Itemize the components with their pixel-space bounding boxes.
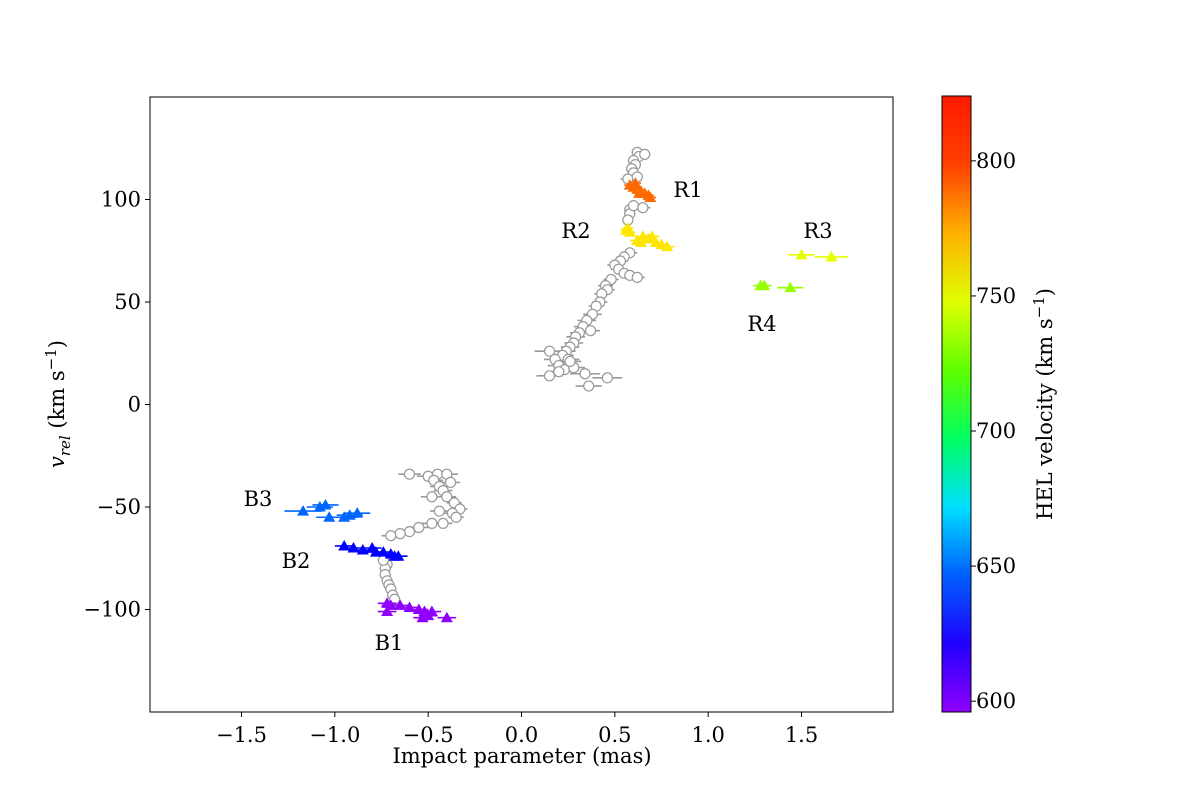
point <box>629 177 642 188</box>
point <box>579 368 591 380</box>
x-tick-label: 1.0 <box>691 723 724 747</box>
y-tick-label: 100 <box>101 188 141 212</box>
plot-frame <box>149 96 894 713</box>
colorbar-tick-label: 700 <box>976 419 1016 443</box>
point <box>323 511 336 522</box>
y-tick-label: 0 <box>128 393 141 417</box>
point <box>634 236 647 248</box>
label-part: ) <box>1033 288 1057 296</box>
point <box>631 271 643 283</box>
point <box>394 528 406 540</box>
series <box>623 177 657 202</box>
group-label: R2 <box>561 219 590 243</box>
point <box>758 279 771 291</box>
colorbar-tick-label: 750 <box>976 284 1016 308</box>
y-tick-label: −100 <box>83 598 141 622</box>
x-tick-label: 1.5 <box>785 723 818 747</box>
point <box>601 372 613 384</box>
point <box>825 250 838 262</box>
point <box>553 366 565 378</box>
colorbar <box>941 95 972 713</box>
point <box>385 530 397 542</box>
point <box>795 248 808 260</box>
x-axis-label: Impact parameter (mas) <box>392 744 651 768</box>
point <box>319 498 332 510</box>
colorbar-tick-label: 600 <box>976 689 1016 713</box>
point <box>377 546 390 557</box>
point <box>543 370 556 382</box>
x-tick-label: 0.0 <box>505 723 538 747</box>
series <box>620 222 675 252</box>
point <box>297 505 310 516</box>
point <box>543 345 556 357</box>
group-label: R1 <box>673 178 702 202</box>
point <box>623 226 636 237</box>
point <box>426 517 438 530</box>
point <box>437 517 449 530</box>
label-part: rel <box>56 435 74 456</box>
point <box>403 525 416 538</box>
y-axis-label: vrel (km s−1) <box>42 340 74 468</box>
point <box>450 511 462 523</box>
point <box>425 605 438 617</box>
point <box>637 202 649 214</box>
label-part: −1 <box>1030 296 1048 318</box>
colorbar-tick-label: 800 <box>976 149 1016 173</box>
point <box>351 507 364 518</box>
series <box>752 279 804 293</box>
series <box>284 498 371 522</box>
y-tick-label: −50 <box>97 495 141 519</box>
point <box>661 240 674 252</box>
label-part: HEL velocity (km s <box>1033 318 1057 520</box>
point <box>403 601 416 612</box>
label-part: ) <box>45 340 69 348</box>
y-tick-label: 50 <box>114 290 141 314</box>
point <box>394 599 407 610</box>
point <box>392 550 405 561</box>
x-tick-label: −1.0 <box>309 723 360 747</box>
point <box>426 491 438 503</box>
x-tick-label: −1.5 <box>216 723 267 747</box>
series <box>334 539 408 561</box>
point <box>564 355 576 368</box>
series <box>377 146 651 605</box>
point <box>444 476 457 488</box>
point <box>381 605 394 617</box>
point <box>633 187 646 198</box>
label-part: v <box>45 456 69 468</box>
x-tick-label: −0.5 <box>403 723 454 747</box>
colorbar-label: HEL velocity (km s−1) <box>1030 288 1057 520</box>
point <box>639 148 651 160</box>
point <box>338 539 351 551</box>
point <box>644 191 657 202</box>
point <box>583 380 595 392</box>
point <box>403 468 416 480</box>
x-tick-label: 0.5 <box>598 723 631 747</box>
group-label: B3 <box>244 487 273 511</box>
point <box>413 521 425 534</box>
group-label: R3 <box>803 219 832 243</box>
label-part: (km s <box>45 370 69 435</box>
group-label: R4 <box>747 312 776 336</box>
point <box>627 200 640 212</box>
point <box>784 281 797 293</box>
point <box>441 491 453 503</box>
point <box>347 542 360 553</box>
point <box>440 611 453 623</box>
group-label: B2 <box>282 549 311 573</box>
series <box>377 597 457 623</box>
colorbar-tick-label: 650 <box>976 554 1016 578</box>
label-part: −1 <box>42 348 60 370</box>
group-label: B1 <box>375 631 404 655</box>
series <box>788 248 849 262</box>
point <box>356 544 369 555</box>
point <box>584 325 597 337</box>
point <box>416 611 429 623</box>
point <box>433 505 445 517</box>
